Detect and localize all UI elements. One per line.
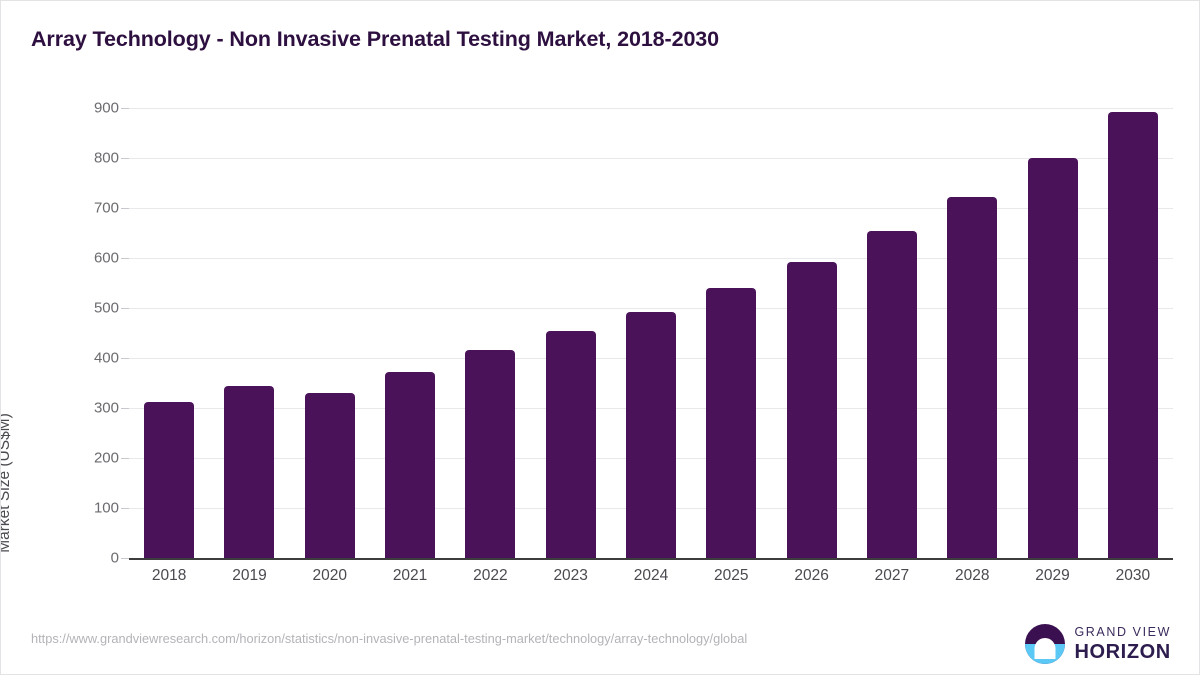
bar-2027[interactable] bbox=[866, 231, 917, 558]
bar-2020[interactable] bbox=[304, 393, 355, 558]
x-axis-tick-label-2019: 2019 bbox=[232, 567, 267, 584]
bar-2029[interactable] bbox=[1027, 158, 1078, 558]
x-axis-tick-label-2029: 2029 bbox=[1035, 567, 1070, 584]
x-axis-tick-label-2022: 2022 bbox=[473, 567, 508, 584]
logo-text: GRAND VIEW HORIZON bbox=[1074, 626, 1171, 662]
page-title: Array Technology - Non Invasive Prenatal… bbox=[31, 27, 720, 51]
x-axis-line bbox=[129, 558, 1173, 560]
gridline bbox=[129, 158, 1173, 159]
bar-2022[interactable] bbox=[465, 350, 516, 558]
bar-2018[interactable] bbox=[144, 402, 195, 558]
bar-2030[interactable] bbox=[1107, 112, 1158, 558]
bar-2028[interactable] bbox=[947, 196, 998, 558]
logo-sun-dome bbox=[1034, 637, 1056, 659]
x-axis-tick-label-2026: 2026 bbox=[794, 567, 829, 584]
y-axis-tick-label: 300 bbox=[93, 399, 119, 417]
logo-line-grand-view: GRAND VIEW bbox=[1074, 625, 1171, 640]
y-axis-tick-group: 0 100 200 300 400 500 600 700 800 900 bbox=[1, 1, 119, 674]
y-axis-tick-label: 600 bbox=[93, 249, 119, 267]
y-axis-tick-label: 0 bbox=[110, 549, 119, 567]
y-axis-tick-mark bbox=[121, 308, 129, 309]
x-axis-tick-label-2030: 2030 bbox=[1115, 567, 1151, 584]
y-axis-tick-mark bbox=[121, 258, 129, 259]
x-axis-tick-label-2021: 2021 bbox=[392, 567, 428, 584]
y-axis-tick-label: 800 bbox=[93, 149, 119, 167]
bar-2025[interactable] bbox=[706, 288, 757, 558]
source-url[interactable]: https://www.grandviewresearch.com/horizo… bbox=[31, 631, 748, 646]
y-axis-tick-label: 700 bbox=[93, 199, 119, 217]
y-axis-tick-mark bbox=[121, 508, 129, 509]
gridline bbox=[129, 308, 1173, 309]
y-axis-tick-mark bbox=[121, 358, 129, 359]
gridline bbox=[129, 108, 1173, 109]
bar-2019[interactable] bbox=[224, 386, 275, 558]
bar-2024[interactable] bbox=[626, 312, 676, 558]
y-axis-tick-label: 400 bbox=[93, 349, 119, 367]
x-axis-tick-label-2020: 2020 bbox=[312, 567, 347, 584]
x-axis-tick-label-2024: 2024 bbox=[633, 567, 669, 584]
gridline bbox=[129, 208, 1173, 209]
x-axis-tick-label-2023: 2023 bbox=[553, 567, 588, 584]
bar-2021[interactable] bbox=[385, 372, 436, 558]
bar-2023[interactable] bbox=[545, 331, 596, 558]
y-axis-tick-label: 100 bbox=[93, 499, 119, 517]
y-axis-tick-mark bbox=[121, 458, 129, 459]
x-axis-tick-label-2027: 2027 bbox=[874, 567, 910, 584]
bar-2026[interactable] bbox=[786, 262, 837, 558]
x-axis-tick-label-2025: 2025 bbox=[714, 567, 749, 584]
logo-ray-lower bbox=[1039, 654, 1051, 657]
logo-line-horizon: HORIZON bbox=[1074, 640, 1171, 663]
y-axis-tick-mark bbox=[121, 158, 129, 159]
y-axis-tick-label: 200 bbox=[93, 449, 119, 467]
y-axis-tick-label: 500 bbox=[93, 299, 119, 317]
y-axis-tick-mark bbox=[121, 558, 129, 559]
logo-ray-upper bbox=[1036, 649, 1054, 652]
logo[interactable]: GRAND VIEW HORIZON bbox=[1025, 623, 1171, 665]
y-axis-tick-mark bbox=[121, 408, 129, 409]
gridline bbox=[129, 258, 1173, 259]
x-axis-tick-label-2028: 2028 bbox=[954, 567, 990, 584]
y-axis-tick-mark bbox=[121, 108, 129, 109]
sunrise-logo-icon bbox=[1025, 624, 1066, 664]
y-axis-tick-label: 900 bbox=[93, 99, 119, 117]
y-axis-tick-mark bbox=[121, 208, 129, 209]
x-axis-tick-label-2018: 2018 bbox=[151, 567, 187, 584]
